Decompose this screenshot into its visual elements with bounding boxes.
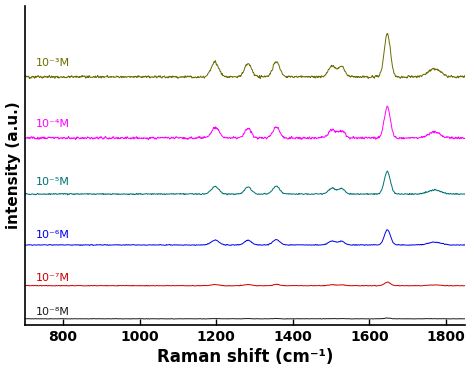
X-axis label: Raman shift (cm⁻¹): Raman shift (cm⁻¹)	[157, 349, 333, 366]
Text: 10⁻⁶M: 10⁻⁶M	[36, 230, 70, 240]
Text: 10⁻⁸M: 10⁻⁸M	[36, 307, 70, 317]
Text: 10⁻⁵M: 10⁻⁵M	[36, 177, 70, 187]
Text: 10⁻⁴M: 10⁻⁴M	[36, 119, 70, 129]
Y-axis label: intensity (a.u.): intensity (a.u.)	[6, 102, 20, 229]
Text: 10⁻³M: 10⁻³M	[36, 58, 70, 68]
Text: 10⁻⁷M: 10⁻⁷M	[36, 273, 70, 283]
